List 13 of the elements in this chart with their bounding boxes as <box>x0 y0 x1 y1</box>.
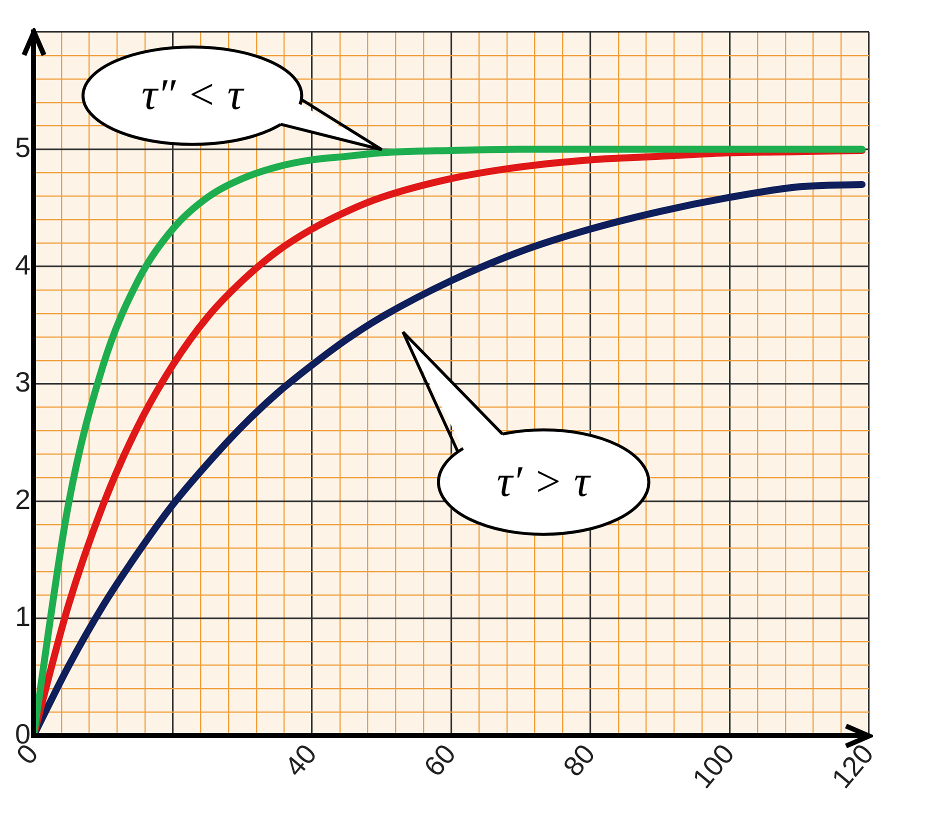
x-tick-label: 40 <box>278 738 323 782</box>
x-tick-label: 60 <box>418 738 462 782</box>
annotation: τ″ < τ <box>140 69 246 122</box>
x-tick-label: 120 <box>826 738 880 794</box>
y-tick-label: 3 <box>14 366 31 398</box>
y-tick-label: 5 <box>14 132 31 163</box>
speech-bubble: τ′ > τ <box>400 329 652 538</box>
annotation: τ′ > τ <box>496 456 592 508</box>
x-tick-label: 80 <box>557 738 602 782</box>
y-tick-label: 1 <box>14 601 31 632</box>
y-tick-label: 2 <box>14 484 31 515</box>
y-tick-label: 4 <box>14 249 31 280</box>
x-tick-label: 100 <box>686 738 740 794</box>
